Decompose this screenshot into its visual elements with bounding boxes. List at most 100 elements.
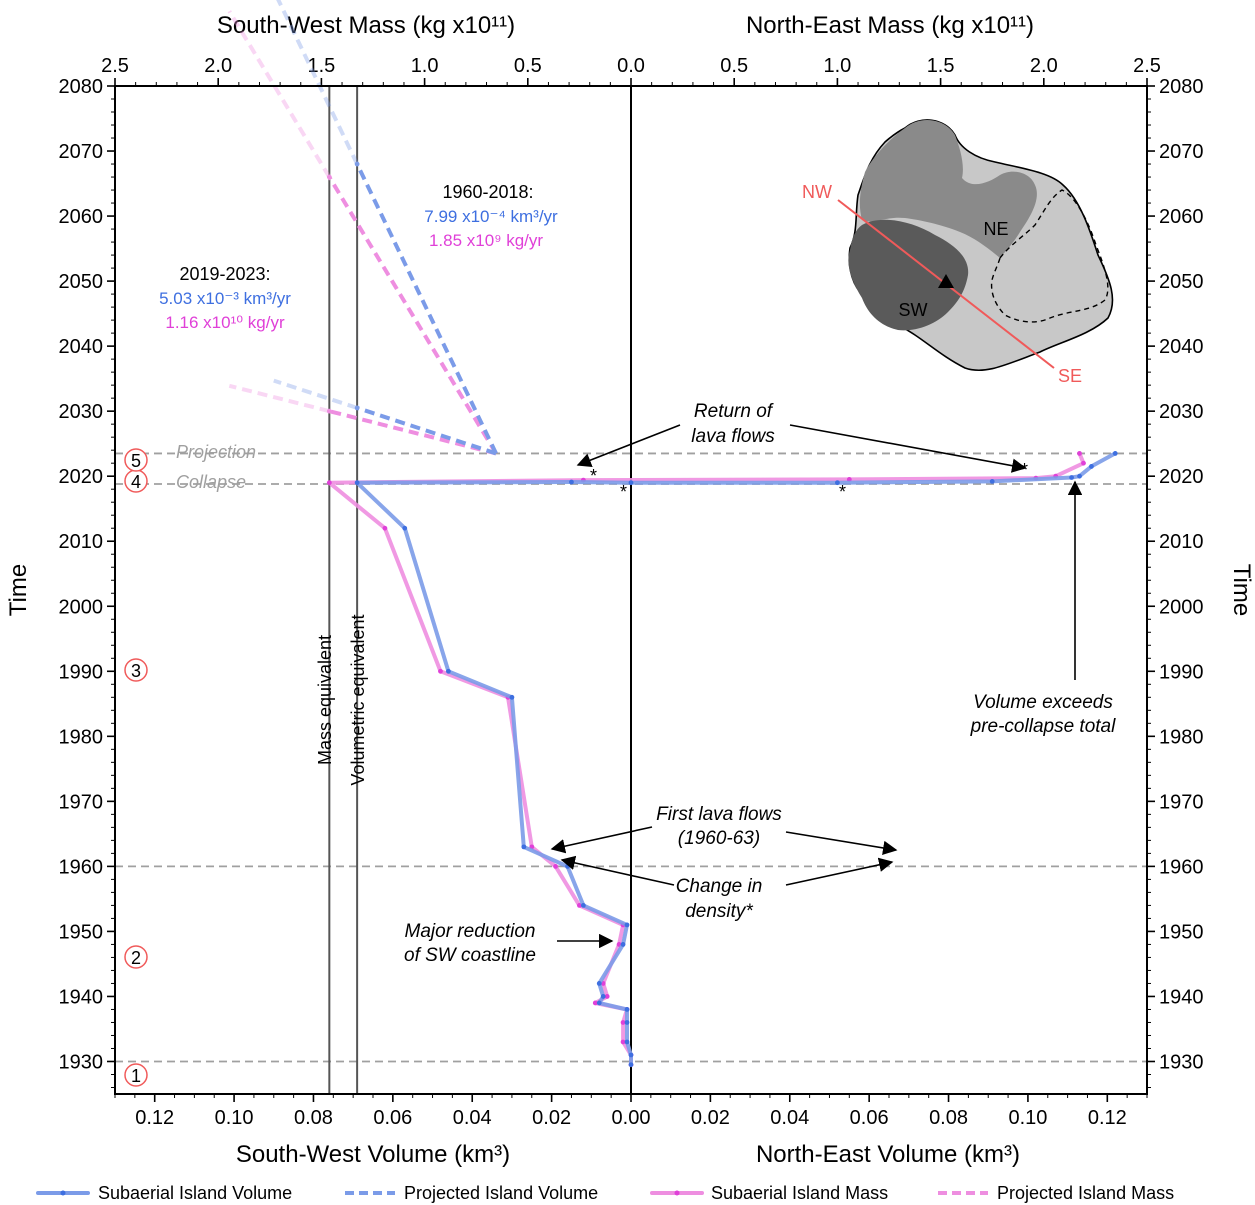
- projected-volume-segment: [356, 406, 497, 456]
- subaerial-volume-point: [521, 844, 527, 850]
- volume-tick-label: 0.10: [1008, 1107, 1047, 1129]
- projected-mass-point: [326, 174, 332, 180]
- plot-frame: [114, 85, 1148, 1095]
- projected-volume-point: [354, 405, 360, 411]
- mass-tick-label: 2.5: [1133, 55, 1161, 77]
- y-tick-label: 1950: [59, 921, 104, 943]
- y-axis-title-left: Time: [5, 564, 32, 616]
- axis-ticks: 1930 1930 1940 1940 1950 1950 1960 1960 1970 1970…: [59, 55, 1204, 1129]
- subaerial-volume-point: [624, 1020, 630, 1025]
- y-tick-label: 2030: [59, 401, 104, 423]
- mass-tick-label: 1.0: [823, 55, 851, 77]
- asterisk-mark: *: [590, 466, 597, 486]
- ne-zone: [859, 119, 1037, 258]
- subaerial-mass-point: [326, 480, 332, 486]
- y-tick-label: 1930: [1159, 1051, 1204, 1073]
- subaerial-volume-point: [628, 480, 634, 486]
- mass-tick-label: 0.5: [720, 55, 748, 77]
- subaerial-mass-point: [1081, 460, 1086, 466]
- legend: Subaerial Island Volume Projected Island…: [36, 1183, 1174, 1203]
- volume-tick-label: 0.08: [929, 1107, 968, 1129]
- subaerial-mass-point: [620, 1020, 626, 1025]
- mass-tick-label: 0.5: [514, 55, 542, 77]
- y-tick-label: 1930: [59, 1051, 104, 1073]
- subaerial-volume-point: [1089, 464, 1094, 469]
- subaerial-mass-point: [1077, 451, 1082, 456]
- volume-tick-label: 0.12: [1088, 1107, 1127, 1129]
- annotation-exceeds-line1: Volume exceeds: [973, 692, 1113, 713]
- y-tick-label: 2060: [1159, 206, 1204, 228]
- inset-se-label: SE: [1058, 366, 1082, 386]
- mass-tick-label: 1.0: [411, 55, 439, 77]
- bottom-right-axis-title: North-East Volume (km³): [756, 1141, 1020, 1168]
- subaerial-mass-point: [592, 1000, 598, 1006]
- mass-tick-label: 0.0: [617, 55, 645, 77]
- volume-tick-label: 0.02: [532, 1107, 571, 1129]
- y-tick-label: 2070: [1159, 141, 1204, 163]
- asterisk-mark: *: [1021, 460, 1028, 480]
- subaerial-volume-point: [446, 668, 451, 674]
- rate-2019-2023-mass: 1.16 x10¹⁰ kg/yr: [165, 313, 285, 332]
- legend-item-subaerial-volume: Subaerial Island Volume: [36, 1183, 292, 1203]
- subaerial-volume-point: [624, 1007, 630, 1012]
- y-tick-label: 2030: [1159, 401, 1204, 423]
- volume-tick-label: 0.06: [850, 1107, 889, 1129]
- phase-marker-1: 1: [124, 1063, 148, 1087]
- subaerial-volume-point: [565, 863, 570, 869]
- annotation-arrow: [560, 855, 675, 886]
- phase-marker-2: 2: [124, 945, 148, 969]
- y-tick-label: 2000: [59, 596, 104, 618]
- projected-mass-segment: [327, 176, 498, 455]
- phase-label: 2: [131, 948, 141, 968]
- annotation-reduction-line2: of SW coastline: [404, 945, 536, 966]
- rate-2019-2023-volume: 5.03 x10⁻³ km³/yr: [159, 289, 291, 308]
- phase-label: 5: [131, 451, 141, 471]
- subaerial-volume-point: [596, 1000, 602, 1006]
- phase-label: 3: [131, 661, 141, 681]
- subaerial-mass-line: [327, 451, 1086, 1067]
- annotation-arrow: [785, 857, 894, 886]
- subaerial-volume-point: [1077, 473, 1082, 479]
- subaerial-mass-point: [553, 863, 558, 869]
- legend-item-subaerial-mass: Subaerial Island Mass: [650, 1183, 888, 1203]
- top-left-axis-title: South-West Mass (kg x10¹¹): [217, 12, 515, 39]
- inset-ne-label: NE: [983, 219, 1008, 239]
- y-tick-label: 1990: [59, 661, 104, 683]
- y-tick-label: 2050: [1159, 271, 1204, 293]
- major-reduction-annotation: Major reduction of SW coastline: [404, 921, 614, 966]
- annotation-arrow: [576, 424, 681, 467]
- y-tick-label: 2020: [1159, 466, 1204, 488]
- y-tick-label: 2050: [59, 271, 104, 293]
- y-tick-label: 1980: [59, 726, 104, 748]
- subaerial-volume-point: [580, 903, 586, 908]
- inset-sw-label: SW: [899, 300, 928, 320]
- subaerial-mass-point: [604, 994, 610, 999]
- projected-mass-extension: [228, 383, 330, 414]
- volume-tick-label: 0.02: [691, 1107, 730, 1129]
- volume-tick-label: 0.06: [373, 1107, 412, 1129]
- legend-label: Projected Island Volume: [404, 1183, 598, 1203]
- y-tick-label: 1990: [1159, 661, 1204, 683]
- phase-label: 1: [131, 1066, 141, 1086]
- top-right-axis-title: North-East Mass (kg x10¹¹): [746, 12, 1034, 39]
- volume-exceeds-annotation: Volume exceeds pre-collapse total: [970, 480, 1116, 737]
- annotation-arrow: [785, 831, 898, 856]
- y-tick-label: 1980: [1159, 726, 1204, 748]
- inset-nw-label: NW: [802, 182, 832, 202]
- projected-volume-point: [354, 161, 360, 167]
- y-tick-label: 1950: [1159, 921, 1204, 943]
- volume-tick-label: 0.00: [612, 1107, 651, 1129]
- annotation-first-line2: (1960-63): [678, 828, 760, 849]
- y-tick-label: 2080: [59, 76, 104, 98]
- rate-1960-2018-volume: 7.99 x10⁻⁴ km³/yr: [424, 207, 558, 226]
- annotation-return-line1: Return of: [694, 401, 774, 422]
- legend-label: Projected Island Mass: [997, 1183, 1174, 1203]
- annotation-arrow: [550, 826, 653, 854]
- volume-tick-label: 0.12: [135, 1107, 174, 1129]
- y-tick-label: 1960: [1159, 856, 1204, 878]
- vent-triangle: [938, 274, 954, 288]
- subaerial-volume-point: [620, 942, 626, 947]
- subaerial-volume-point: [600, 994, 606, 999]
- legend-marker: [674, 1190, 680, 1196]
